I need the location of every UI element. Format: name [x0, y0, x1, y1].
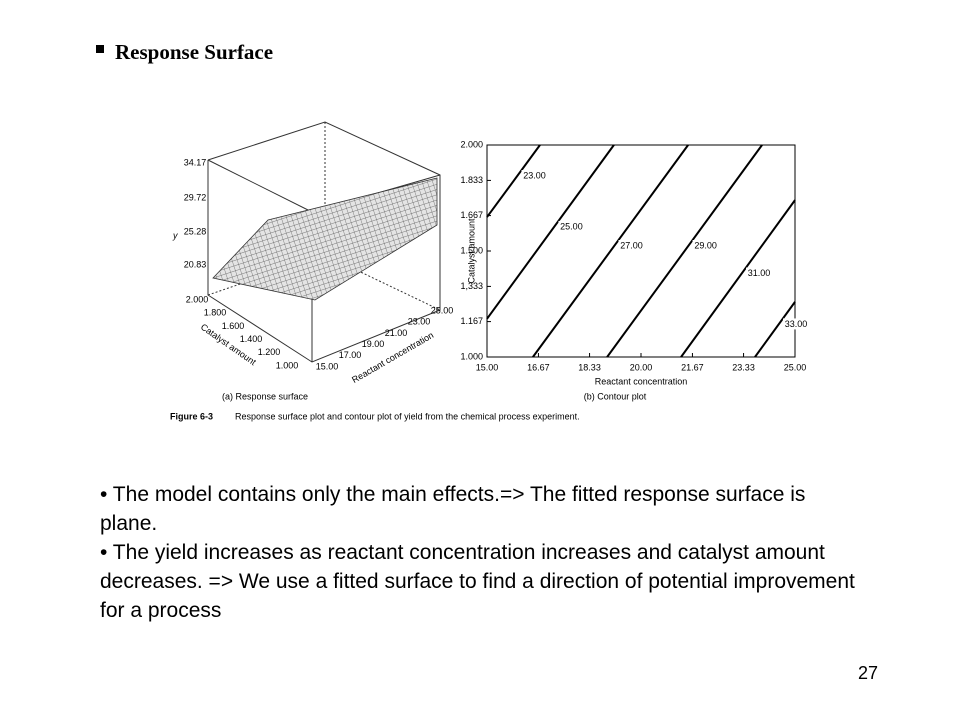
x-tick-label: 20.00 [630, 362, 653, 372]
x-tick-label: 23.33 [732, 362, 755, 372]
contour-label: 27.00 [620, 240, 643, 250]
contour-label-bg [746, 267, 773, 279]
y-tick-label: 1,333 [460, 281, 483, 291]
caption-a: (a) Response surface [222, 391, 308, 401]
bullet: • The model contains only the main effec… [100, 483, 806, 535]
contour-label: 25.00 [560, 221, 583, 231]
y-tick-label: 1.000 [276, 360, 299, 370]
contour-label: 31.00 [748, 268, 771, 278]
slide-title: Response Surface [115, 40, 274, 64]
y-tick-label: 1.167 [460, 316, 483, 326]
y-tick-label: 1.200 [258, 347, 281, 357]
bullet: • The yield increases as reactant concen… [100, 541, 855, 622]
x-tick-label: 17.00 [339, 350, 362, 360]
figure-text: Response surface plot and contour plot o… [235, 411, 580, 421]
y-axis-title: Catalyst amount [466, 218, 476, 284]
z-axis-title: y [172, 230, 178, 240]
y-tick-label: 2.000 [460, 139, 483, 149]
y-tick-label: 1.400 [240, 334, 263, 344]
z-tick-label: 29.72 [184, 192, 207, 202]
contour-line [606, 144, 763, 358]
x-tick-label: 23.00 [408, 317, 431, 327]
contour-line [680, 199, 796, 358]
contour-line [486, 144, 615, 320]
page-number: 27 [858, 663, 879, 683]
title-bullet [96, 45, 104, 53]
bullet-list: • The model contains only the main effec… [100, 480, 860, 625]
y-tick-label: 1.500 [460, 245, 483, 255]
contour-label: 33.00 [785, 319, 808, 329]
figure: y Catalyst amount Reactant concentration… [170, 121, 809, 421]
y-tick-label: 2.000 [186, 294, 209, 304]
x-tick-label: 16.67 [527, 362, 550, 372]
caption-b: (b) Contour plot [584, 391, 647, 401]
contour-label: 29.00 [694, 240, 717, 250]
x-axis-title: Reactant concentration [595, 376, 688, 386]
contour-line [486, 144, 541, 218]
x-tick-label: 25.00 [784, 362, 807, 372]
y-tick-label: 1.833 [460, 175, 483, 185]
contour-label: 23.00 [523, 170, 546, 180]
x-tick-label: 21.00 [385, 328, 408, 338]
x-tick-label: 18.33 [578, 362, 601, 372]
x-tick-label: 21.67 [681, 362, 704, 372]
contour-label-bg [558, 220, 585, 232]
contour-label-bg [618, 240, 645, 251]
z-tick-label: 25.28 [184, 226, 207, 236]
contour-line [532, 144, 689, 358]
x-tick-label: 19.00 [362, 339, 385, 349]
y-tick-label: 1.667 [460, 210, 483, 220]
y-tick-label: 1.000 [460, 351, 483, 361]
contour-label-bg [521, 170, 548, 182]
contour-label-bg [692, 240, 719, 251]
figure-number: Figure 6-3 [170, 411, 213, 421]
contour-label-bg [782, 318, 809, 330]
x-tick-label: 15.00 [316, 361, 339, 371]
fitted-plane [212, 177, 438, 301]
contour-line [754, 301, 796, 358]
x-tick-label: 25.00 [431, 305, 454, 315]
y-tick-label: 1.800 [204, 308, 227, 318]
z-tick-label: 20.83 [184, 259, 207, 269]
z-tick-label: 34.17 [184, 157, 207, 167]
x-tick-label: 15.00 [476, 362, 499, 372]
y-tick-label: 1.600 [222, 321, 245, 331]
